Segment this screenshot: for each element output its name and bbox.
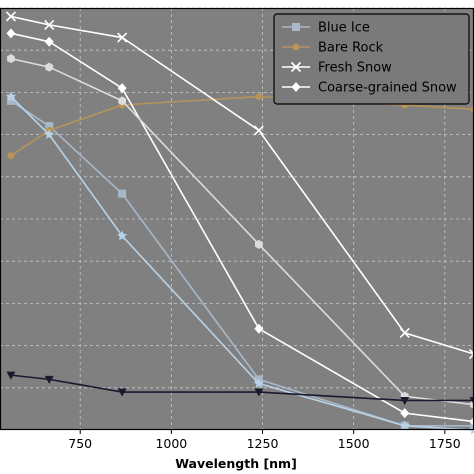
x-axis-label: Wavelength [nm]: [175, 456, 297, 471]
data-point: [255, 93, 263, 101]
data-point: [6, 28, 16, 39]
series-line: [10, 32, 474, 423]
data-point: [43, 129, 55, 140]
data-point: [117, 32, 128, 43]
data-point: [5, 91, 17, 102]
data-point: [399, 420, 410, 431]
legend-item: Blue Ice: [282, 21, 370, 36]
series-3: [6, 28, 474, 427]
data-point: [117, 83, 127, 94]
series-line: [10, 57, 474, 406]
axes: 750 1000 1250 1500 1750: [0, 7, 474, 451]
data-point: [7, 152, 15, 160]
legend-item: Bare Rock: [282, 41, 384, 56]
legend-label: Blue Ice: [318, 21, 370, 36]
legend-box: [273, 13, 470, 105]
legend-label: Coarse-grained Snow: [318, 81, 457, 96]
data-point: [253, 378, 265, 389]
series-2: [5, 11, 474, 360]
legend-label: Fresh Snow: [318, 61, 392, 76]
data-point: [400, 408, 410, 419]
series-line: [10, 95, 474, 157]
legend-item: Fresh Snow: [282, 61, 392, 76]
series-4: [7, 54, 474, 410]
data-point: [44, 375, 54, 384]
x-tick-label: 1750: [429, 436, 461, 451]
legend-swatch-marker: [292, 23, 300, 31]
data-point: [468, 348, 474, 360]
series-layer: [5, 11, 474, 435]
data-point: [117, 388, 127, 397]
data-point: [116, 230, 128, 241]
data-point: [253, 125, 264, 136]
data-point: [254, 323, 264, 334]
data-point: [45, 62, 54, 72]
series-line: [10, 374, 474, 402]
x-tick-label: 750: [68, 436, 92, 451]
data-point: [469, 416, 474, 427]
data-point: [118, 189, 127, 198]
legend-swatch-marker: [290, 61, 302, 73]
data-point: [44, 36, 54, 47]
data-point: [254, 388, 264, 397]
legend-label: Bare Rock: [318, 41, 384, 56]
series-6: [6, 371, 474, 405]
legend-swatch-marker: [292, 43, 300, 51]
data-point: [399, 327, 410, 339]
data-point: [5, 11, 17, 22]
x-tick-label: 1500: [338, 436, 370, 451]
data-point: [470, 421, 474, 430]
legend: Blue Ice Bare Rock Fresh Snow Coarse-graine…: [273, 13, 470, 105]
legend-item: Coarse-grained Snow: [282, 81, 457, 96]
data-point: [45, 122, 54, 131]
data-point: [118, 96, 127, 106]
data-point: [254, 239, 263, 249]
data-point: [400, 396, 410, 405]
data-point: [44, 19, 55, 30]
x-tick-label: 1000: [155, 436, 187, 451]
data-point: [7, 54, 15, 64]
series-line: [10, 15, 474, 355]
legend-swatch-marker: [291, 82, 301, 92]
series-line: [10, 96, 474, 431]
data-point: [6, 96, 15, 105]
x-tick-label: 1250: [247, 436, 279, 451]
data-point: [6, 371, 16, 380]
data-point: [469, 396, 474, 405]
